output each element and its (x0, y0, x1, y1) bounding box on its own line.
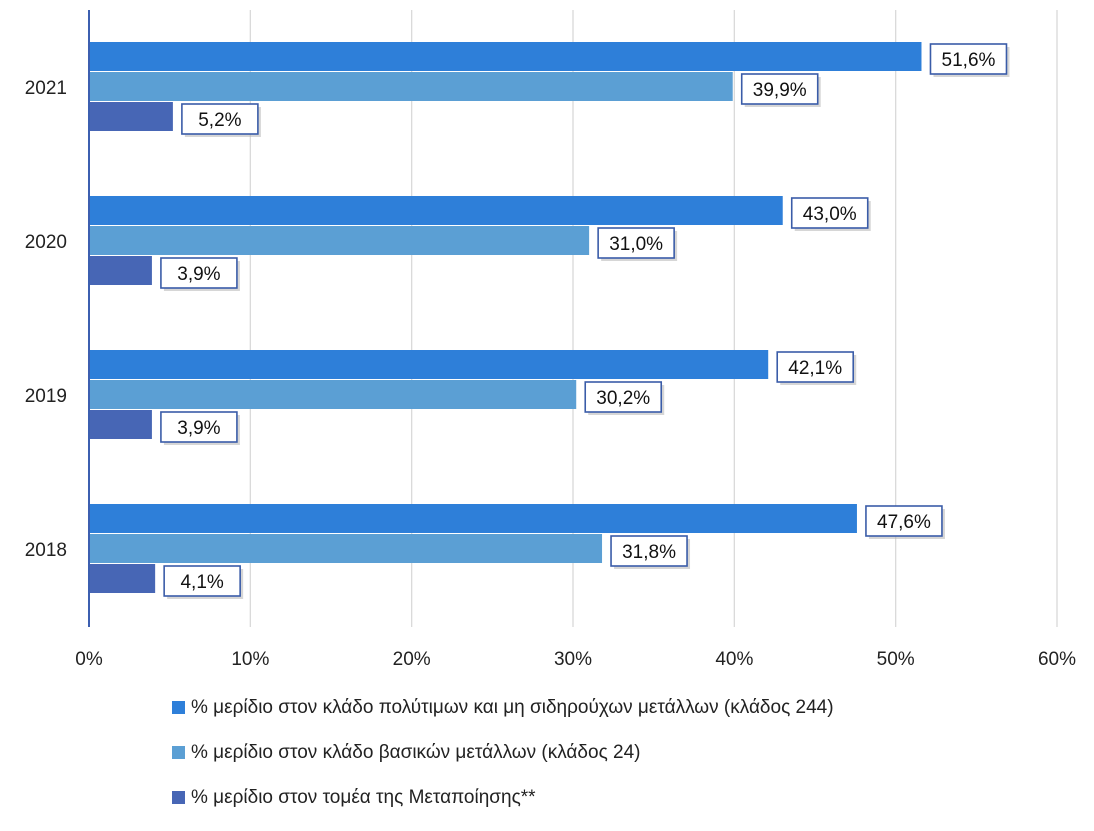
bar (89, 102, 173, 131)
data-label-text: 3,9% (177, 418, 220, 439)
x-tick-label: 10% (231, 649, 269, 670)
data-label-text: 5,2% (198, 110, 241, 131)
data-label-text: 51,6% (942, 50, 996, 71)
bar (89, 226, 590, 255)
bar (89, 350, 769, 379)
bar-chart: 51,6% 39,9% 5,2% 43,0% 31,0% 3,9% 42,1% 30,2% 3,… (25, 10, 1076, 670)
data-label-box (776, 351, 855, 383)
data-label: 47,6% (865, 505, 945, 539)
x-tick-label: 50% (877, 649, 915, 670)
data-label: 51,6% (929, 43, 1010, 77)
data-label-text: 39,9% (753, 80, 807, 101)
data-label-text: 47,6% (877, 512, 931, 533)
data-label-text: 43,0% (803, 204, 857, 225)
data-label-text: 3,9% (177, 264, 220, 285)
bar (89, 410, 152, 439)
legend-label-series-1: % μερίδιο στον κλάδο πολύτιμων και μη σι… (191, 696, 834, 718)
legend-item-series-1: % μερίδιο στον κλάδο πολύτιμων και μη σι… (172, 696, 834, 719)
data-label-box (160, 257, 238, 289)
data-label-box (584, 381, 663, 413)
legend-item-series-2: % μερίδιο στον κλάδο βασικών μετάλλων (κ… (172, 741, 834, 764)
data-label: 39,9% (740, 73, 821, 107)
x-tick-label: 60% (1038, 649, 1076, 670)
data-label: 4,1% (163, 565, 244, 599)
y-tick-label: 2021 (25, 78, 67, 99)
data-label: 5,2% (181, 103, 261, 137)
legend: % μερίδιο στον κλάδο πολύτιμων και μη σι… (172, 696, 834, 831)
y-tick-labels: 2021 2020 2019 2018 (25, 78, 67, 561)
x-tick-labels: 0% 10% 20% 30% 40% 50% 60% (75, 649, 1076, 670)
data-label-box (181, 103, 259, 135)
legend-label-series-2: % μερίδιο στον κλάδο βασικών μετάλλων (κ… (191, 741, 641, 763)
data-label-box (740, 73, 819, 105)
x-tick-label: 30% (554, 649, 592, 670)
x-tick-label: 0% (75, 649, 103, 670)
bar (89, 72, 733, 101)
data-label: 31,0% (597, 227, 678, 261)
bars (89, 42, 922, 593)
legend-swatch-series-2 (172, 746, 185, 759)
data-label: 42,1% (776, 351, 857, 385)
data-label-box (929, 43, 1008, 75)
y-tick-label: 2018 (25, 540, 67, 561)
y-tick-label: 2019 (25, 386, 67, 407)
data-label-text: 31,8% (622, 542, 676, 563)
bar (89, 564, 156, 593)
legend-swatch-series-1 (172, 701, 185, 714)
data-labels: 51,6% 39,9% 5,2% 43,0% 31,0% 3,9% 42,1% 30,2% 3,… (160, 43, 1010, 599)
data-label-box (790, 197, 869, 229)
data-label: 3,9% (160, 257, 240, 291)
data-label-box (610, 535, 688, 567)
data-label-box (865, 505, 943, 537)
x-tick-label: 40% (715, 649, 753, 670)
legend-swatch-series-3 (172, 791, 185, 804)
data-label-box (160, 411, 238, 443)
data-label-text: 30,2% (596, 388, 650, 409)
data-label-box (597, 227, 675, 259)
data-label: 3,9% (160, 411, 240, 445)
bar (89, 196, 783, 225)
legend-label-series-3: % μερίδιο στον τομέα της Μεταποίησης** (191, 786, 536, 808)
bar (89, 504, 857, 533)
legend-item-series-3: % μερίδιο στον τομέα της Μεταποίησης** (172, 786, 834, 809)
bar (89, 534, 603, 563)
bar (89, 380, 577, 409)
x-tick-label: 20% (393, 649, 431, 670)
bar (89, 42, 922, 71)
data-label-text: 31,0% (609, 234, 663, 255)
y-tick-label: 2020 (25, 232, 67, 253)
data-label: 30,2% (584, 381, 665, 415)
bar (89, 256, 152, 285)
data-label-text: 42,1% (788, 358, 842, 379)
data-label-box (163, 565, 241, 597)
data-label: 43,0% (790, 197, 871, 231)
data-label-text: 4,1% (180, 572, 223, 593)
data-label: 31,8% (610, 535, 691, 569)
